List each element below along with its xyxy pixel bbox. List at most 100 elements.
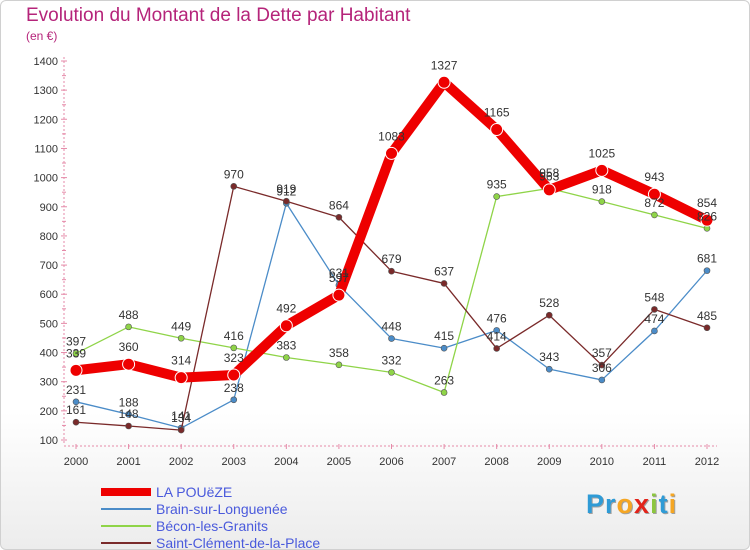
data-label: 912 bbox=[276, 184, 296, 198]
x-tick-label: 2001 bbox=[116, 456, 140, 468]
data-point bbox=[647, 187, 661, 201]
x-tick-label: 2009 bbox=[537, 456, 561, 468]
brand-letter: o bbox=[616, 489, 635, 519]
legend-swatch bbox=[101, 542, 151, 544]
data-point bbox=[651, 306, 658, 313]
x-tick-label: 2005 bbox=[327, 456, 351, 468]
data-label: 970 bbox=[224, 167, 244, 181]
data-point bbox=[72, 350, 80, 357]
data-label: 188 bbox=[119, 395, 139, 409]
y-tick-label: 1000 bbox=[34, 173, 58, 185]
chart-title: Evolution du Montant de la Dette par Hab… bbox=[26, 5, 411, 26]
y-tick-label: 1300 bbox=[34, 85, 58, 97]
data-label: 681 bbox=[697, 252, 717, 266]
data-point bbox=[69, 363, 83, 377]
data-label: 397 bbox=[66, 334, 86, 348]
data-label: 449 bbox=[171, 319, 191, 333]
data-label: 141 bbox=[171, 409, 191, 423]
data-point bbox=[388, 335, 395, 342]
data-label: 448 bbox=[381, 320, 401, 334]
x-tick-label: 2006 bbox=[379, 456, 403, 468]
data-label: 679 bbox=[381, 252, 401, 266]
data-point bbox=[700, 213, 714, 227]
data-label: 943 bbox=[644, 170, 664, 184]
data-label: 134 bbox=[171, 411, 191, 425]
data-point bbox=[177, 426, 185, 434]
series-0 bbox=[72, 199, 711, 432]
data-label: 485 bbox=[697, 309, 717, 323]
x-tick-label: 2003 bbox=[222, 456, 246, 468]
x-tick-label: 2000 bbox=[64, 456, 88, 468]
data-label: 488 bbox=[119, 308, 139, 322]
axes: 100 200 300 400 500 600 700 800 900 1000 1100 1200 1… bbox=[34, 56, 720, 468]
data-point bbox=[125, 422, 132, 430]
y-tick-label: 1200 bbox=[34, 114, 58, 126]
y-tick-label: 300 bbox=[40, 377, 58, 389]
data-label: 637 bbox=[434, 264, 454, 278]
legend-label: Brain-sur-Longuenée bbox=[156, 501, 288, 517]
data-point bbox=[651, 327, 658, 335]
data-label: 918 bbox=[592, 183, 612, 197]
series-line bbox=[75, 185, 708, 431]
data-label: 864 bbox=[329, 198, 349, 212]
legend-item: LA POUëZE bbox=[101, 484, 401, 501]
brand-letter: r bbox=[605, 489, 617, 519]
data-label: 161 bbox=[66, 403, 86, 417]
data-point bbox=[283, 354, 290, 361]
data-label: 383 bbox=[276, 338, 296, 352]
data-point bbox=[230, 396, 238, 404]
y-tick-label: 800 bbox=[40, 231, 58, 243]
data-point bbox=[595, 163, 609, 177]
data-label: 1025 bbox=[588, 146, 615, 160]
data-label: 1327 bbox=[431, 58, 458, 72]
legend-label: Saint-Clément-de-la-Place bbox=[156, 535, 321, 550]
data-point bbox=[388, 369, 395, 376]
brand-letter: i bbox=[668, 489, 678, 519]
data-label: 631 bbox=[329, 266, 349, 280]
data-label: 597 bbox=[329, 271, 349, 285]
data-label: 854 bbox=[697, 196, 717, 210]
data-label: 492 bbox=[276, 302, 296, 316]
data-label: 826 bbox=[697, 209, 717, 223]
legend-item: Brain-sur-Longuenée bbox=[101, 501, 401, 518]
data-point bbox=[279, 319, 293, 333]
data-label: 263 bbox=[434, 373, 454, 387]
legend-label: LA POUëZE bbox=[156, 484, 233, 500]
legend: LA POUëZE Brain-sur-Longuenée Bécon-les-Gr… bbox=[101, 484, 401, 550]
data-label: 231 bbox=[66, 383, 86, 397]
data-label: 343 bbox=[539, 350, 559, 364]
legend-swatch bbox=[101, 508, 151, 510]
x-tick-label: 2004 bbox=[274, 456, 298, 468]
data-label: 306 bbox=[592, 361, 612, 375]
data-point bbox=[72, 418, 80, 426]
data-point bbox=[385, 146, 398, 160]
x-tick-label: 2007 bbox=[432, 456, 456, 468]
brand-letter: i bbox=[650, 489, 659, 519]
data-label: 416 bbox=[224, 329, 244, 343]
series-2 bbox=[72, 183, 711, 434]
data-point bbox=[440, 389, 448, 396]
data-point bbox=[490, 123, 504, 137]
brand-letter: x bbox=[634, 489, 651, 519]
y-tick-label: 1100 bbox=[34, 143, 58, 155]
data-label: 415 bbox=[434, 329, 454, 343]
x-tick-label: 2011 bbox=[643, 456, 667, 468]
data-point bbox=[651, 211, 658, 219]
x-tick-label: 2002 bbox=[169, 456, 193, 468]
series-layer bbox=[69, 75, 714, 434]
data-point bbox=[388, 267, 395, 275]
legend-item: Bécon-les-Granits bbox=[101, 518, 401, 535]
data-point bbox=[598, 361, 606, 369]
data-point bbox=[335, 361, 343, 369]
data-label: 314 bbox=[171, 354, 191, 368]
brand-logo: Proxiti bbox=[586, 489, 677, 520]
data-label: 1083 bbox=[378, 129, 405, 143]
data-point bbox=[703, 267, 711, 274]
data-point bbox=[440, 280, 448, 287]
x-tick-label: 2008 bbox=[484, 456, 508, 468]
data-label: 935 bbox=[487, 178, 507, 192]
data-point bbox=[332, 288, 346, 302]
data-label: 238 bbox=[224, 381, 244, 395]
